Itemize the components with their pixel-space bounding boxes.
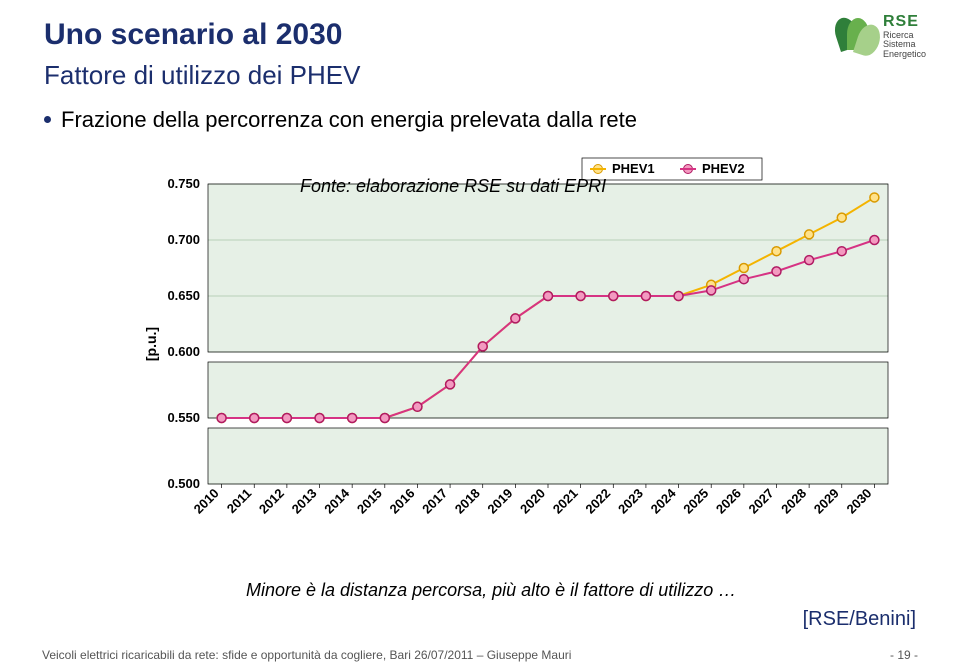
svg-text:0.700: 0.700 — [167, 232, 200, 247]
svg-text:2018: 2018 — [452, 486, 483, 517]
svg-text:0.600: 0.600 — [167, 344, 200, 359]
svg-text:2024: 2024 — [648, 485, 680, 517]
attribution-text: [RSE/Benini] — [803, 608, 916, 630]
slide: Uno scenario al 2030 Fattore di utilizzo… — [0, 0, 960, 672]
subtitle-text: Fattore di utilizzo dei PHEV — [44, 60, 360, 90]
chart-svg: 0.5000.5500.6000.6500.7000.750[p.u.]2010… — [138, 156, 898, 556]
svg-text:PHEV1: PHEV1 — [612, 161, 655, 176]
caption: Minore è la distanza percorsa, più alto … — [246, 580, 736, 601]
svg-text:2025: 2025 — [680, 486, 711, 517]
subtitle: Fattore di utilizzo dei PHEV — [44, 60, 360, 91]
svg-text:2030: 2030 — [843, 486, 874, 517]
bullet: Frazione della percorrenza con energia p… — [44, 106, 637, 135]
bullet-text: Frazione della percorrenza con energia p… — [61, 106, 637, 135]
logo-mark-icon — [837, 14, 877, 54]
svg-text:2028: 2028 — [778, 486, 809, 517]
svg-text:2019: 2019 — [484, 486, 515, 517]
logo-text: RSE Ricerca Sistema Energetico — [883, 14, 926, 59]
svg-text:0.650: 0.650 — [167, 288, 200, 303]
title-text: Uno scenario al 2030 — [44, 18, 342, 51]
svg-text:0.500: 0.500 — [167, 476, 200, 491]
svg-text:0.750: 0.750 — [167, 176, 200, 191]
svg-text:2021: 2021 — [550, 486, 581, 517]
chart: 0.5000.5500.6000.6500.7000.750[p.u.]2010… — [138, 156, 898, 556]
logo-sub3: Energetico — [883, 50, 926, 59]
svg-text:2013: 2013 — [289, 486, 320, 517]
footer-right: - 19 - — [890, 648, 918, 662]
bullet-dot-icon — [44, 116, 51, 123]
svg-text:2011: 2011 — [224, 486, 255, 517]
svg-text:2012: 2012 — [256, 486, 287, 517]
svg-text:2022: 2022 — [582, 486, 613, 517]
svg-text:PHEV2: PHEV2 — [702, 161, 745, 176]
svg-text:[p.u.]: [p.u.] — [143, 327, 159, 361]
svg-text:2014: 2014 — [321, 485, 353, 517]
page-title: Uno scenario al 2030 — [44, 18, 342, 52]
svg-text:2029: 2029 — [811, 486, 842, 517]
svg-text:2026: 2026 — [713, 486, 744, 517]
svg-text:2023: 2023 — [615, 486, 646, 517]
svg-text:0.550: 0.550 — [167, 410, 200, 425]
svg-text:2015: 2015 — [354, 486, 385, 517]
svg-text:2017: 2017 — [419, 486, 450, 517]
source-note: Fonte: elaborazione RSE su dati EPRI — [300, 176, 606, 197]
logo-letters: RSE — [883, 14, 926, 31]
attribution: [RSE/Benini] — [803, 608, 916, 631]
footer: Veicoli elettrici ricaricabili da rete: … — [42, 648, 918, 662]
logo: RSE Ricerca Sistema Energetico — [837, 14, 926, 59]
svg-text:2027: 2027 — [746, 486, 777, 517]
svg-text:2020: 2020 — [517, 486, 548, 517]
footer-left: Veicoli elettrici ricaricabili da rete: … — [42, 648, 571, 662]
svg-text:2016: 2016 — [387, 486, 418, 517]
